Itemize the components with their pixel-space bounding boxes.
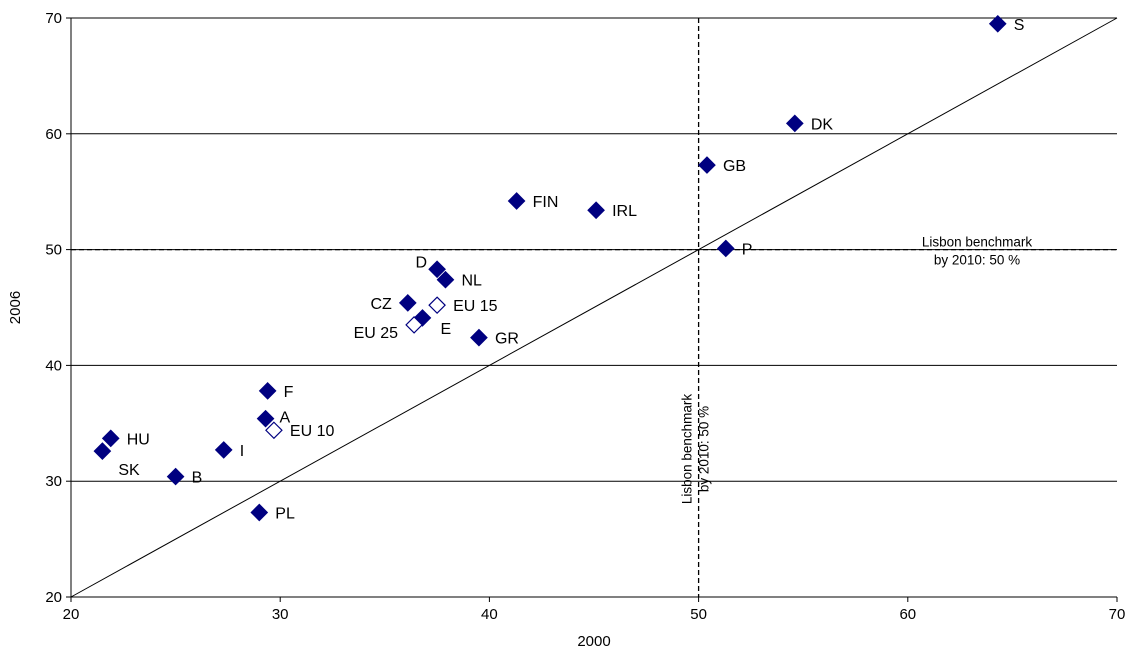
marker-b <box>166 467 185 486</box>
marker-s <box>988 14 1007 33</box>
x-tick-label: 50 <box>690 606 707 623</box>
x-tick-label: 40 <box>481 606 498 623</box>
point-label-p: P <box>742 241 753 258</box>
marker-pl <box>250 503 269 522</box>
tick-labels: 20 30 40 50 60 70 20 30 40 50 60 70 <box>45 10 1125 623</box>
benchmark-label-horizontal-line1: Lisbon benchmark <box>922 235 1033 250</box>
point-label-eu-15: EU 15 <box>453 298 498 315</box>
y-tick-label: 30 <box>45 473 62 490</box>
marker-f <box>258 382 277 400</box>
benchmark-label-vertical-line2: by 2010: 50 % <box>697 406 712 492</box>
marker-eu-10 <box>265 421 283 440</box>
point-label-cz: CZ <box>370 296 392 313</box>
point-label-gb: GB <box>723 158 746 175</box>
y-tick-label: 50 <box>45 242 62 259</box>
point-label-s: S <box>1014 17 1025 34</box>
x-tick-label: 20 <box>63 606 80 623</box>
marker-hu <box>101 429 120 448</box>
x-tick-label: 60 <box>899 606 916 623</box>
point-label-pl: PL <box>275 505 295 522</box>
y-tick-label: 20 <box>45 589 62 606</box>
point-label-nl: NL <box>461 273 482 290</box>
x-tick-label: 70 <box>1109 606 1126 623</box>
marker-eu-15 <box>428 296 446 315</box>
diagonal-line <box>70 17 1118 598</box>
point-label-f: F <box>284 384 294 401</box>
marker-i <box>214 441 233 459</box>
marker-gr <box>470 328 488 347</box>
point-label-b: B <box>192 470 203 487</box>
marker-d <box>428 260 446 279</box>
marker-fin <box>507 192 526 210</box>
y-tick-label: 40 <box>45 357 62 374</box>
y-tick-label: 70 <box>45 10 62 27</box>
point-label-dk: DK <box>811 116 834 133</box>
point-label-i: I <box>240 443 244 460</box>
point-label-eu-10: EU 10 <box>290 423 335 440</box>
marker-p <box>716 239 735 258</box>
marker-sk <box>93 442 112 460</box>
marker-gb <box>698 156 716 174</box>
y-tick-label: 60 <box>45 126 62 143</box>
point-label-fin: FIN <box>533 194 559 211</box>
point-label-eu-25: EU 25 <box>354 325 399 342</box>
x-axis-title: 2000 <box>577 633 610 650</box>
x-tick-label: 30 <box>272 606 289 623</box>
data-points: S DK GB FIN IRL P D NL CZ E GR FA HU SK I B PL EU 15 EU 25… <box>93 14 1025 522</box>
marker-eu-25 <box>405 316 423 334</box>
axes <box>70 18 1117 598</box>
benchmark-label-vertical: Lisbon benchmark by 2010: 50 % <box>680 394 712 505</box>
marker-irl <box>587 201 605 220</box>
benchmark-label-horizontal-line2: by 2010: 50 % <box>934 253 1020 268</box>
marker-nl <box>436 270 455 289</box>
benchmark-label-vertical-line1: Lisbon benchmark <box>680 394 695 505</box>
point-label-irl: IRL <box>612 203 637 220</box>
y-axis-title: 2006 <box>7 291 24 324</box>
point-label-a: A <box>280 410 291 427</box>
marker-dk <box>785 114 804 133</box>
point-label-e: E <box>440 321 451 338</box>
point-label-gr: GR <box>495 331 519 348</box>
point-label-d: D <box>416 254 428 271</box>
marker-a <box>256 409 275 428</box>
point-label-hu: HU <box>127 431 150 448</box>
point-label-sk: SK <box>118 462 140 479</box>
marker-cz <box>398 294 417 312</box>
